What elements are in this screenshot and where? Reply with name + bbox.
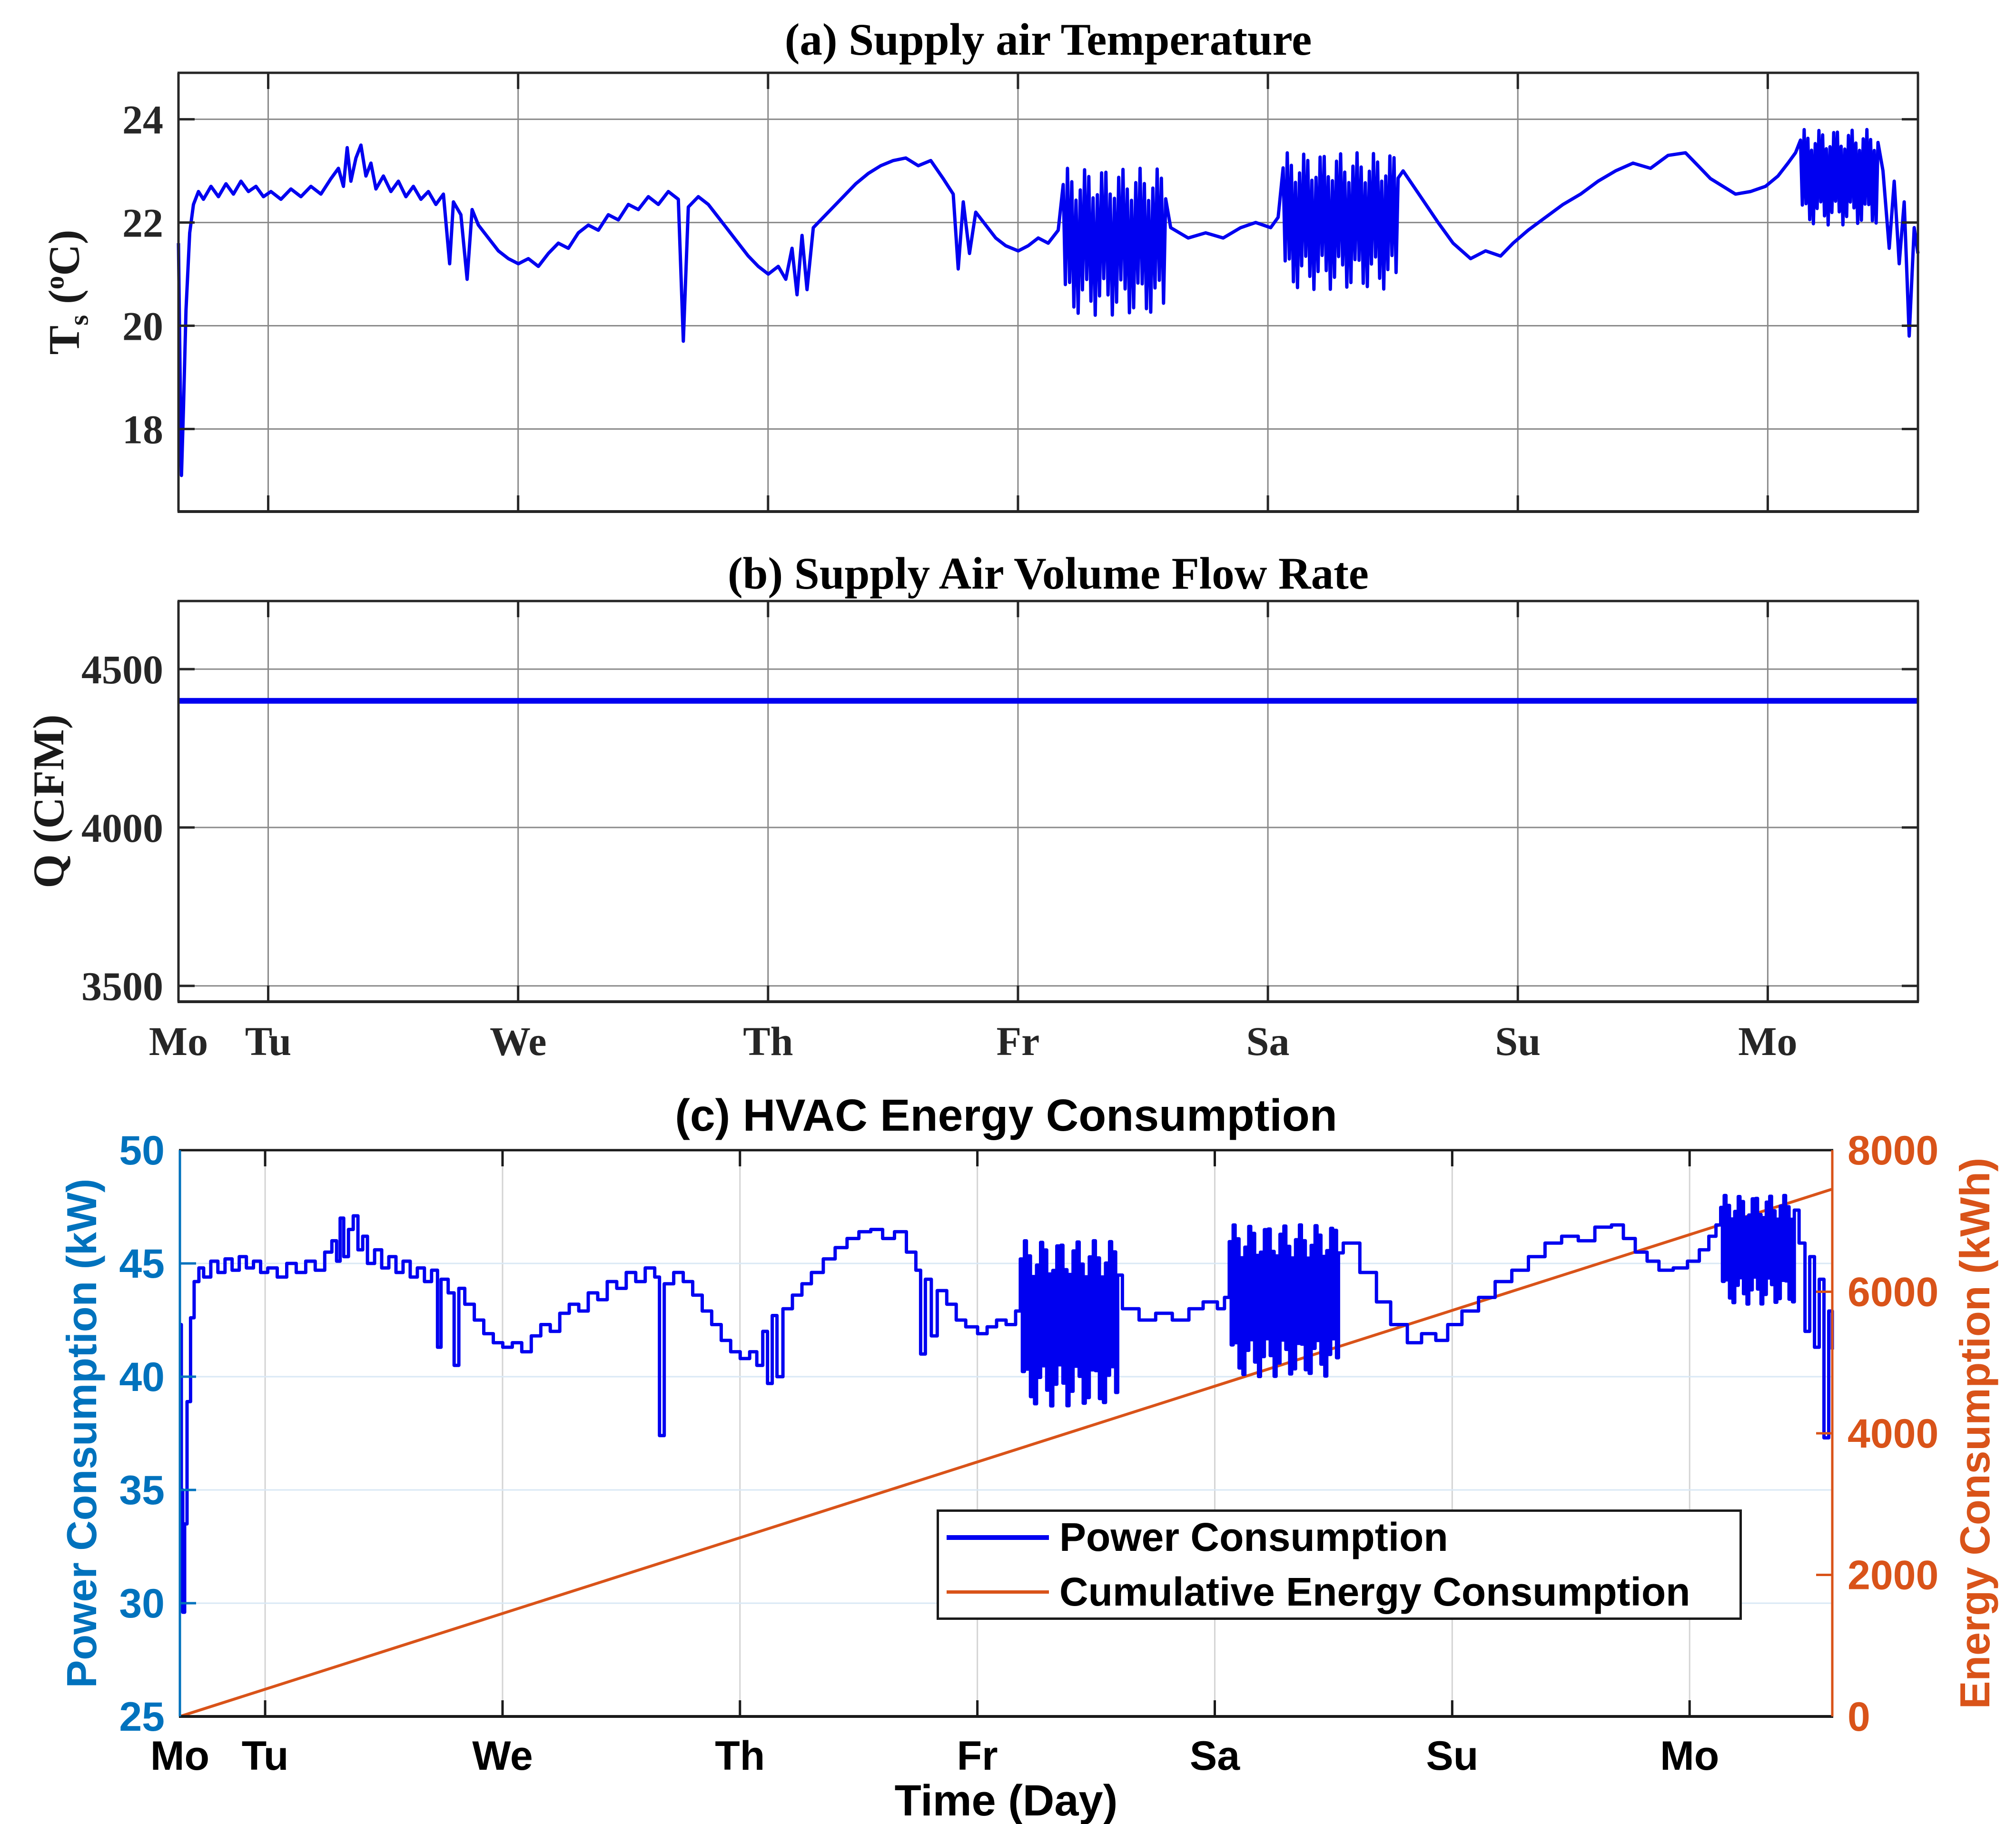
svg-text:We: We (472, 1733, 533, 1779)
chart-c-left-ylabel: Power Consumption (kW) (58, 1178, 105, 1688)
svg-text:We: We (490, 1018, 546, 1064)
legend: Power Consumption Cumulative Energy Cons… (937, 1509, 1742, 1620)
svg-text:Tu: Tu (242, 1733, 289, 1779)
svg-text:50: 50 (119, 1128, 165, 1173)
x-axis-label: Time (Day) (894, 1776, 1118, 1824)
power-line-swatch (947, 1535, 1049, 1540)
svg-text:Mo: Mo (1738, 1018, 1797, 1064)
svg-text:Th: Th (715, 1733, 765, 1779)
chart-b-title: (b) Supply Air Volume Flow Rate (728, 548, 1369, 599)
supply-air-temperature-chart: 24 22 20 18 (122, 71, 1920, 513)
chart-c-right-ylabel: Energy Consumption (kWh) (1951, 1157, 1998, 1709)
svg-text:22: 22 (122, 200, 163, 246)
svg-text:18: 18 (122, 406, 163, 452)
svg-text:Fr: Fr (997, 1018, 1040, 1064)
svg-text:30: 30 (119, 1581, 165, 1627)
hvac-energy-consumption-chart: 50 45 40 35 30 25 8000 6000 4000 2000 0 Mo Tu We Th Fr S… (119, 1128, 1938, 1779)
energy-line-swatch (947, 1590, 1049, 1594)
svg-text:Tu: Tu (245, 1018, 291, 1064)
legend-item-energy: Cumulative Energy Consumption (939, 1569, 1739, 1615)
svg-text:4000: 4000 (1848, 1411, 1938, 1457)
svg-text:Fr: Fr (957, 1733, 998, 1779)
svg-text:20: 20 (122, 304, 163, 349)
svg-text:Sa: Sa (1246, 1018, 1290, 1064)
svg-text:0: 0 (1848, 1694, 1870, 1740)
svg-text:6000: 6000 (1848, 1270, 1938, 1315)
svg-text:Mo: Mo (150, 1733, 209, 1779)
legend-item-power: Power Consumption (939, 1514, 1739, 1560)
svg-text:Mo: Mo (149, 1018, 208, 1064)
chart-a-title: (a) Supply air Temperature (784, 14, 1312, 65)
svg-text:4500: 4500 (81, 647, 163, 692)
svg-text:Sa: Sa (1190, 1733, 1240, 1779)
supply-air-volume-flow-rate-chart: 4500 4000 3500 Mo Tu We Th Fr Sa Su Mo (81, 600, 1919, 1064)
chart-b-ylabel: Q (CFM) (24, 714, 73, 888)
svg-text:Mo: Mo (1660, 1733, 1719, 1779)
chart-c-title: (c) HVAC Energy Consumption (675, 1090, 1337, 1141)
svg-text:40: 40 (119, 1354, 165, 1400)
svg-text:Th: Th (743, 1018, 793, 1064)
svg-text:35: 35 (119, 1468, 165, 1513)
svg-text:Su: Su (1426, 1733, 1478, 1779)
svg-text:3500: 3500 (81, 964, 163, 1009)
legend-label-power: Power Consumption (1059, 1515, 1448, 1559)
svg-text:2000: 2000 (1848, 1553, 1938, 1598)
svg-text:24: 24 (122, 97, 163, 143)
svg-text:25: 25 (119, 1694, 165, 1740)
svg-text:45: 45 (119, 1241, 165, 1287)
legend-label-energy: Cumulative Energy Consumption (1059, 1569, 1690, 1614)
chart-a-ylabel: Ts (oC) (40, 229, 94, 355)
svg-text:8000: 8000 (1848, 1128, 1938, 1173)
svg-text:4000: 4000 (81, 805, 163, 851)
svg-text:Su: Su (1495, 1018, 1541, 1064)
